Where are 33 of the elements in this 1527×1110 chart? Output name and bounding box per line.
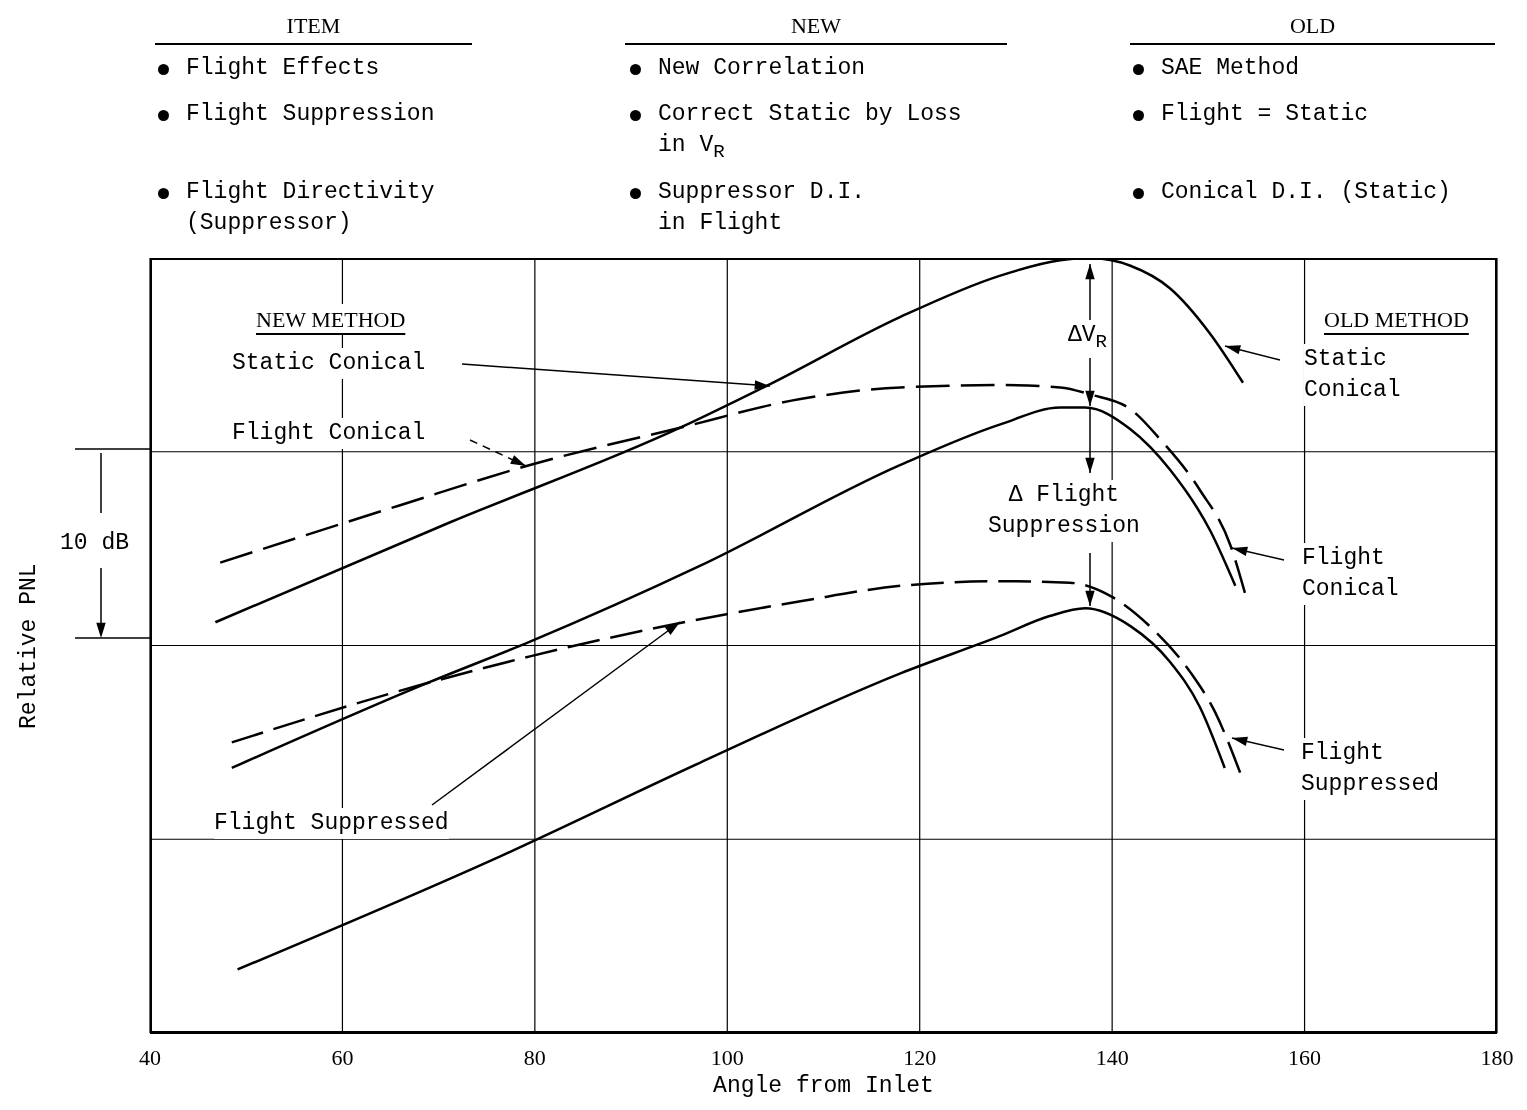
- annotation: NEW METHOD: [252, 304, 410, 335]
- annotation: Flight Conical: [232, 418, 426, 449]
- text: Flight Directivity (Suppressor): [186, 178, 435, 238]
- annotation: Flight Suppressed: [214, 808, 449, 839]
- text: 10 dB: [60, 528, 130, 559]
- annotation: ΔV$_{R}$: [1068, 320, 1108, 358]
- annotation: Δ Flight Suppression: [988, 480, 1140, 542]
- x-tick-label: 40: [139, 1044, 161, 1070]
- text: Correct Static by Loss in V$_{R}$: [658, 100, 962, 165]
- y-axis-title: Relative PNL: [15, 561, 43, 731]
- annotation: Static Conical: [232, 348, 426, 379]
- annotation: Flight Conical: [1302, 543, 1399, 605]
- text: Conical D.I. (Static): [1161, 178, 1451, 207]
- x-tick-label: 160: [1288, 1044, 1322, 1070]
- text: Flight Effects: [186, 54, 380, 83]
- text: Flight Suppression: [186, 100, 435, 129]
- x-tick-label: 80: [523, 1044, 546, 1070]
- annotation: Flight Suppressed: [1301, 738, 1440, 800]
- x-tick-label: 120: [903, 1044, 937, 1070]
- text: New Correlation: [658, 54, 866, 83]
- x-tick-label: 100: [710, 1044, 744, 1070]
- text: OLD: [1130, 10, 1495, 45]
- x-axis-title: Angle from Inlet: [712, 1073, 935, 1099]
- text: Suppressor D.I. in Flight: [658, 178, 866, 238]
- text: ITEM: [155, 10, 472, 45]
- annotation: OLD METHOD: [1320, 304, 1473, 335]
- annotation: Static Conical: [1304, 344, 1401, 406]
- x-tick-label: 140: [1095, 1044, 1129, 1070]
- x-tick-label: 180: [1480, 1044, 1514, 1070]
- x-tick-label: 60: [331, 1044, 354, 1070]
- text: NEW: [625, 10, 1007, 45]
- text: SAE Method: [1161, 54, 1300, 83]
- text: Flight = Static: [1161, 100, 1369, 129]
